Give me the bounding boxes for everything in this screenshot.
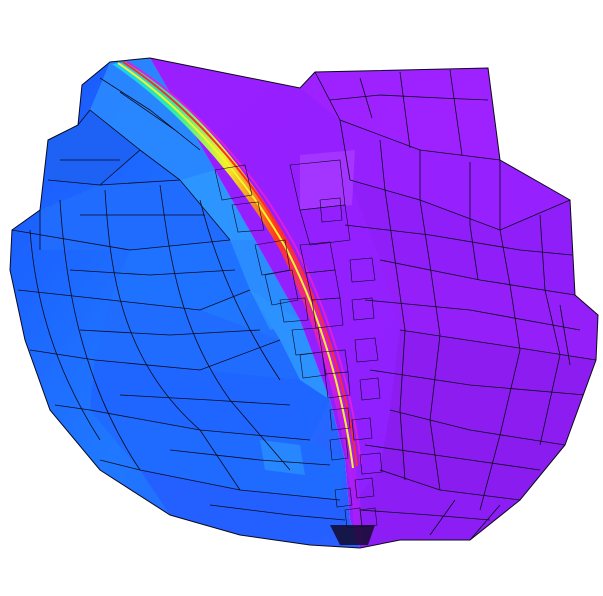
bottom-pole <box>330 525 375 545</box>
right-purple-region <box>150 58 598 548</box>
left-blue-region <box>10 58 360 548</box>
shock-front-band <box>112 61 364 545</box>
mesh-outline <box>9 57 599 549</box>
mesh-grid-lines <box>11 69 597 541</box>
refined-cells <box>214 159 383 529</box>
